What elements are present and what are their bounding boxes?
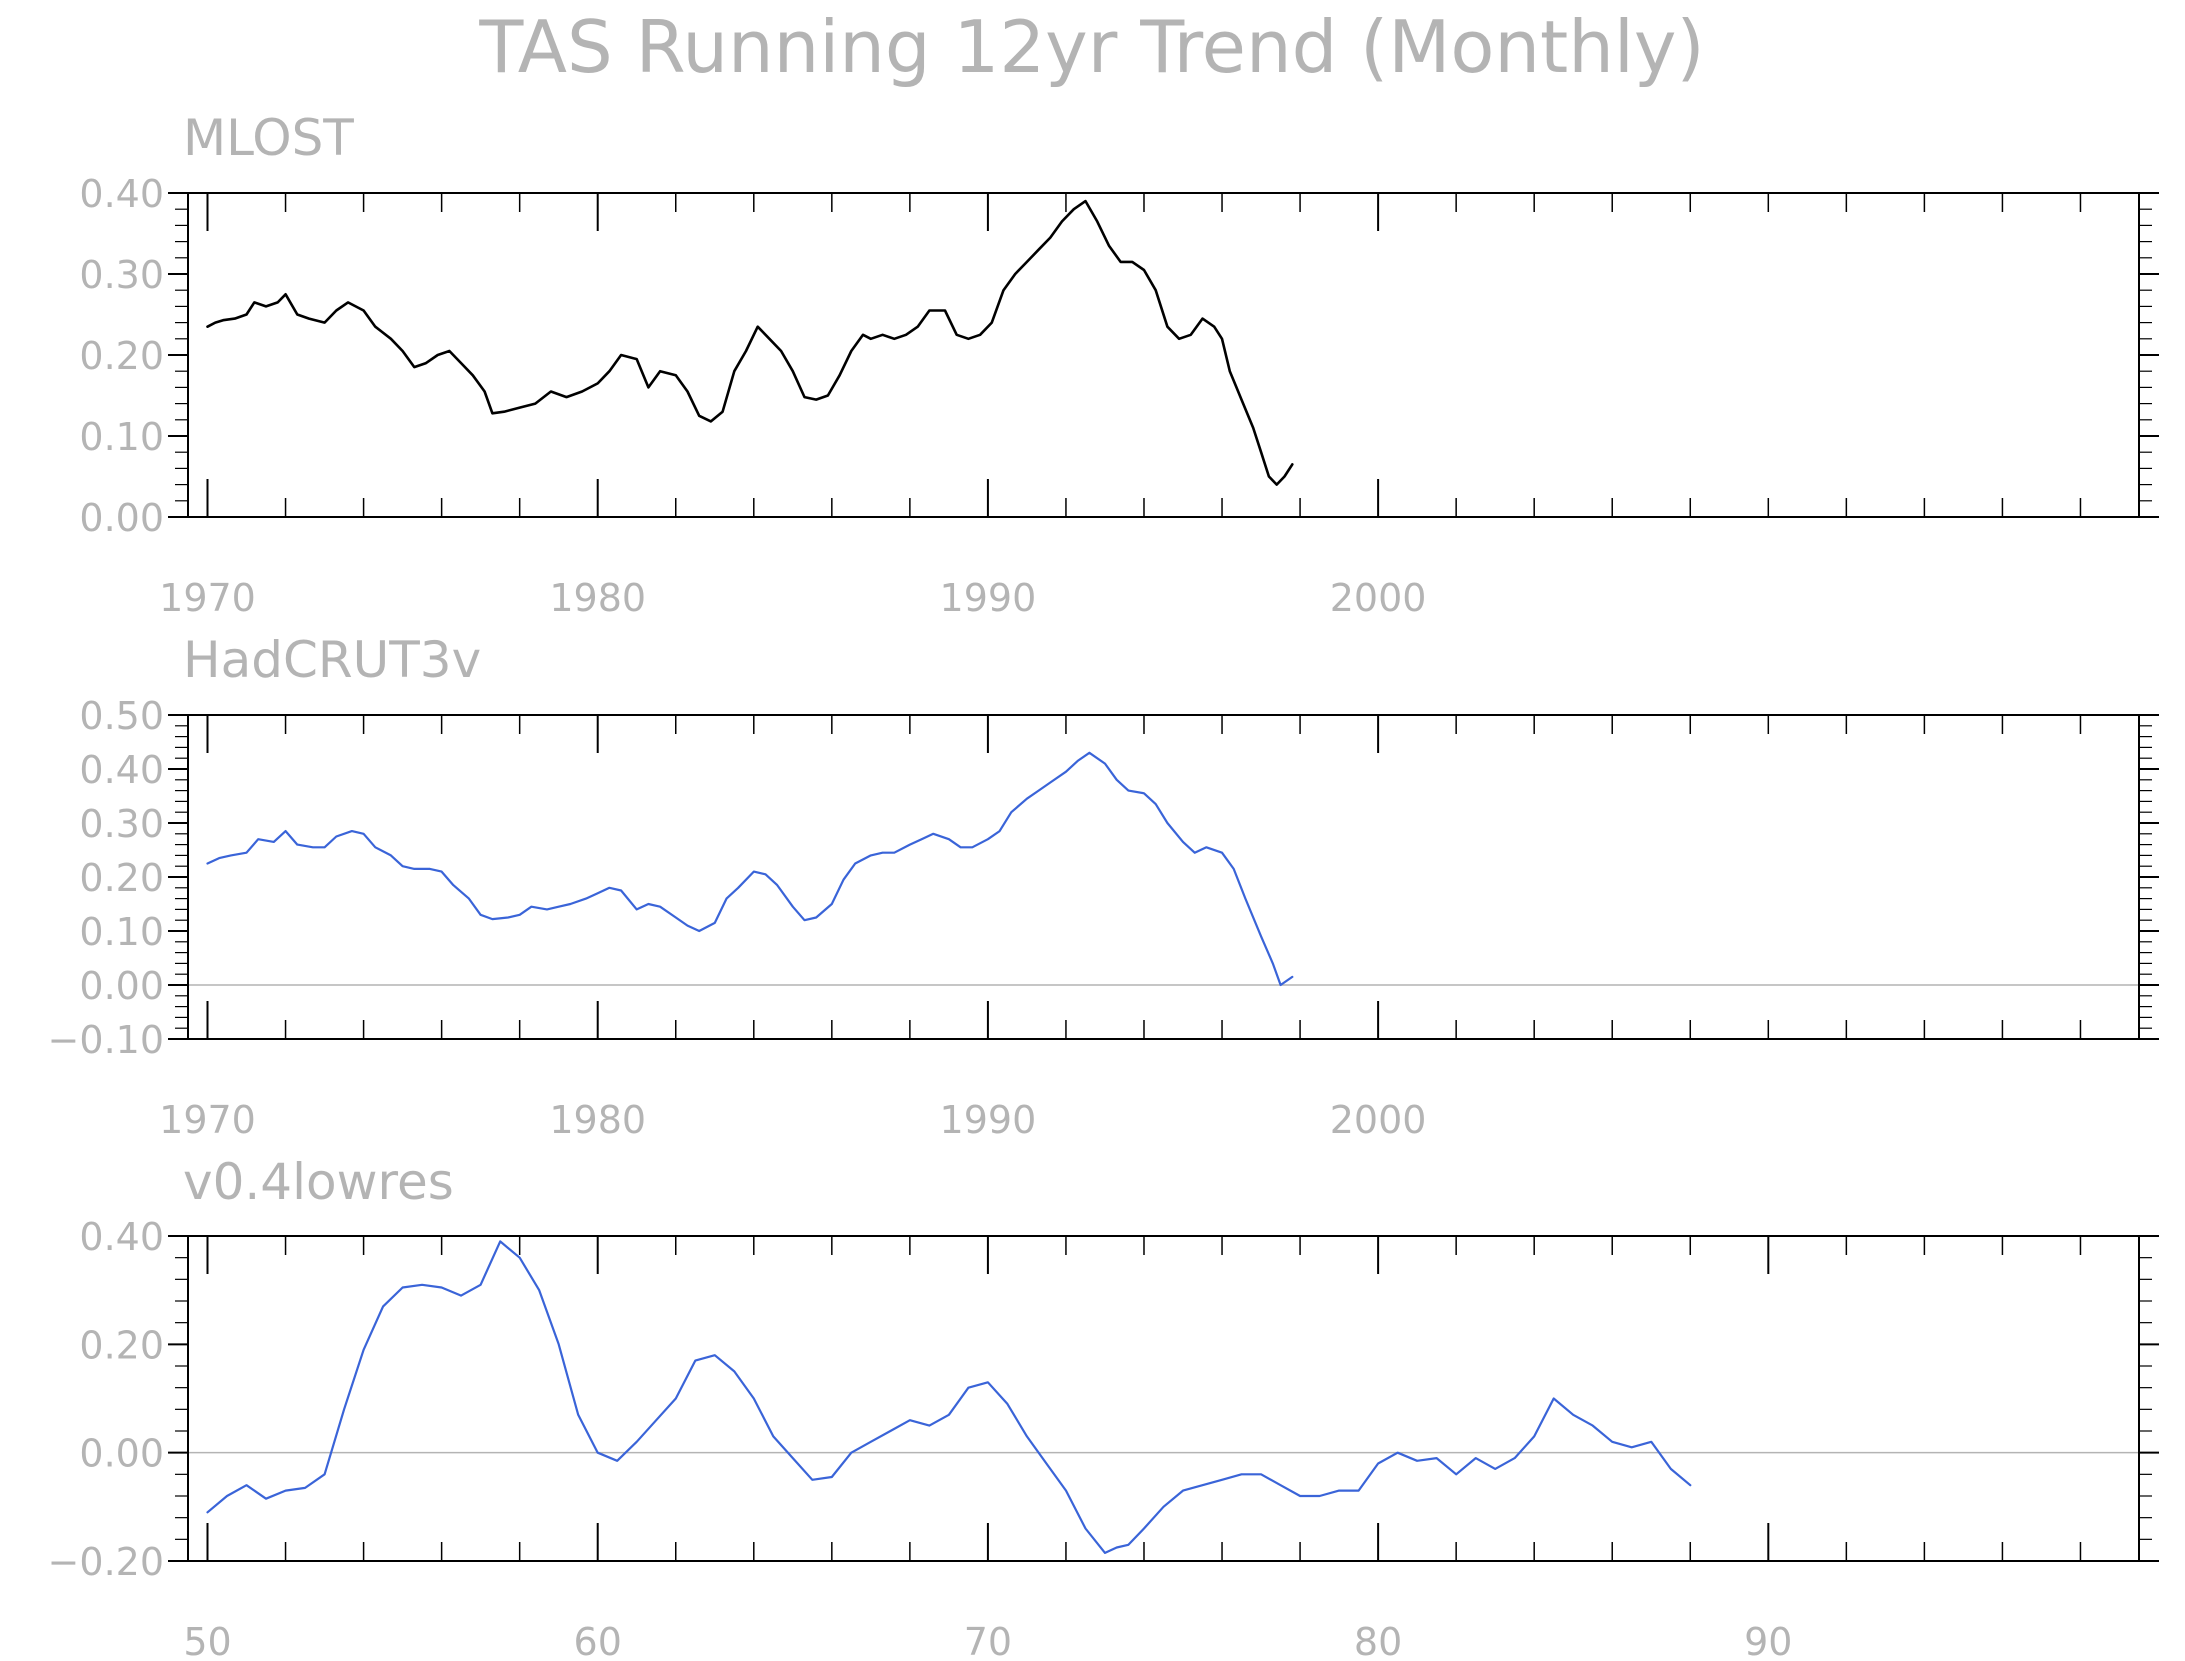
y-tick-label: −0.10: [48, 1018, 164, 1062]
plot-frame: [187, 1235, 2140, 1562]
y-tick-label: 0.00: [79, 1432, 164, 1476]
y-tick-label: 0.30: [79, 802, 164, 846]
series-line-0: [206, 751, 1294, 987]
x-tick-label: 70: [964, 1620, 1012, 1661]
y-tick-label: 0.50: [79, 694, 164, 738]
y-tick-label: 0.10: [79, 910, 164, 954]
x-tick-label: 60: [574, 1620, 622, 1661]
y-tick-label: 0.40: [79, 172, 164, 216]
y-tick-label: 0.20: [79, 856, 164, 900]
y-tick-label: 0.00: [79, 496, 164, 540]
x-tick-label: 1990: [940, 576, 1037, 620]
y-tick-label: 0.40: [79, 1215, 164, 1259]
series-line-0: [206, 1240, 1692, 1555]
panel-v04lowres: v0.4lowres 50 60 70 80 90 −0.20 0.00 0.20 0.40: [48, 1153, 2159, 1661]
figure-title: TAS Running 12yr Trend (Monthly): [478, 5, 1704, 89]
x-tick-label: 1970: [159, 1098, 256, 1142]
x-tick-label: 80: [1354, 1620, 1402, 1661]
x-tick-label: 1980: [549, 1098, 646, 1142]
y-tick-label: 0.40: [79, 748, 164, 792]
x-tick-label: 2000: [1330, 576, 1427, 620]
y-tick-label: 0.20: [79, 334, 164, 378]
panel-title: v0.4lowres: [183, 1153, 454, 1211]
y-tick-label: 0.10: [79, 415, 164, 459]
panel-hadcrut3v: HadCRUT3v 1970 1980 1990 2000 −0.10 0.00 0.10 0…: [48, 631, 2159, 1142]
x-tick-label: 1970: [159, 576, 256, 620]
plot-frame: [187, 192, 2140, 518]
x-tick-label: 1990: [940, 1098, 1037, 1142]
panel-title: HadCRUT3v: [183, 631, 481, 689]
series-line-0: [206, 199, 1294, 486]
x-tick-label: 1980: [549, 576, 646, 620]
y-tick-label: 0.20: [79, 1323, 164, 1367]
panel-mlost: MLOST 1970 1980 1990 2000 0.00 0.10 0.20 0.30 0.…: [79, 109, 2159, 620]
y-tick-label: 0.00: [79, 964, 164, 1008]
x-tick-label: 50: [183, 1620, 231, 1661]
x-tick-label: 90: [1744, 1620, 1792, 1661]
x-tick-label: 2000: [1330, 1098, 1427, 1142]
y-tick-label: −0.20: [48, 1540, 164, 1584]
plot-frame: [187, 714, 2140, 1040]
panel-title: MLOST: [183, 109, 354, 167]
y-tick-label: 0.30: [79, 253, 164, 297]
